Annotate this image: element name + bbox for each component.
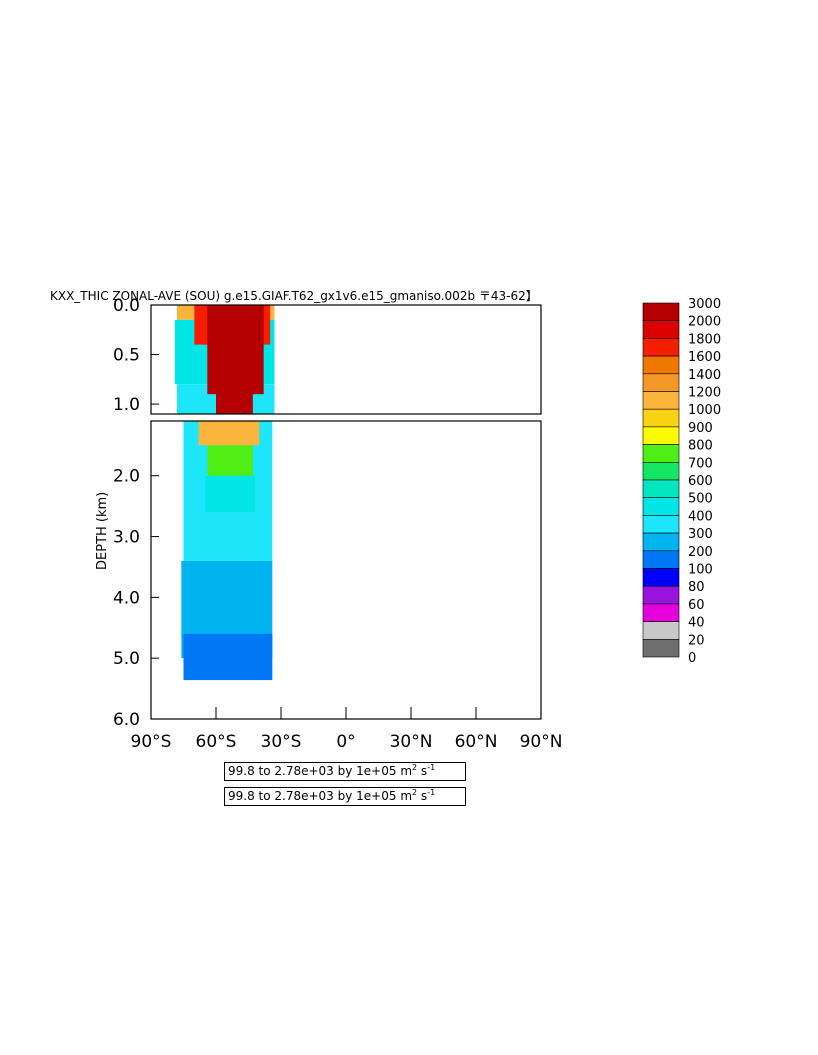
colorbar-swatch (642, 444, 680, 463)
x-tick-label: 60°S (196, 732, 237, 752)
colorbar-swatch (642, 585, 680, 605)
colorbar-label: 300 (688, 527, 713, 542)
colorbar-swatch (642, 515, 680, 534)
y-tick-label: 3.0 (113, 528, 140, 548)
field-region-10 (207, 445, 253, 476)
colorbar-label: 80 (688, 580, 705, 595)
colorbar-label: 2000 (688, 315, 721, 330)
colorbar-label: 3000 (688, 297, 721, 312)
upper-panel-frame (150, 304, 542, 415)
colorbar-label: 1800 (688, 332, 721, 347)
colorbar-swatch (642, 532, 680, 552)
colorbar-swatch (642, 479, 680, 499)
colorbar-label: 900 (688, 421, 713, 436)
colorbar-label: 400 (688, 509, 713, 524)
colorbar-swatch (642, 408, 680, 428)
colorbar-label: 600 (688, 474, 713, 489)
colorbar-label: 1600 (688, 350, 721, 365)
x-tick-label: 90°S (131, 732, 172, 752)
y-axis-label: DEPTH (km) (95, 492, 110, 570)
colorbar-label: 0 (688, 651, 696, 666)
colorbar-swatch (642, 320, 680, 339)
y-tick-label: 6.0 (113, 710, 140, 730)
chart-title: KXX_THIC ZONAL-AVE (SOU) g.e15.GIAF.T62_… (50, 289, 538, 303)
contour-range-label-2: 99.8 to 2.78e+03 by 1e+05 m2 s-1 (224, 787, 466, 806)
colorbar-swatch (642, 391, 680, 410)
colorbar-swatch (642, 302, 680, 322)
colorbar-label: 700 (688, 456, 713, 471)
y-tick-label: 0.5 (113, 346, 140, 366)
colorbar-swatch (642, 338, 680, 357)
contour-range-label-1: 99.8 to 2.78e+03 by 1e+05 m2 s-1 (224, 762, 466, 781)
field-lower-panel (181, 421, 273, 681)
field-region-8 (216, 354, 253, 414)
y-tick-label: 5.0 (113, 649, 140, 669)
colorbar-label: 40 (688, 616, 705, 631)
colorbar-label: 20 (688, 633, 705, 648)
x-tick-label: 30°N (390, 732, 433, 752)
colorbar-swatch (642, 621, 680, 640)
axis-ticks: 90°S 60°S 30°S 0° 30°N 60°N 90°N 0.0 0.5 1.0 2.0 3.… (113, 296, 562, 752)
colorbar-label: 1200 (688, 386, 721, 401)
colorbar-label: 1400 (688, 368, 721, 383)
y-tick-label: 0.0 (113, 296, 140, 316)
y-tick-label: 2.0 (113, 467, 140, 487)
colorbar-swatch (642, 373, 680, 392)
colorbar-label: 500 (688, 492, 713, 507)
colorbar-swatch (642, 638, 680, 658)
colorbar: 3000200018001600140012001000900800700600… (642, 297, 721, 666)
y-tick-label: 1.0 (113, 395, 140, 415)
colorbar-label: 200 (688, 545, 713, 560)
colorbar-swatch (642, 603, 680, 622)
x-tick-label: 90°N (520, 732, 563, 752)
y-tick-label: 4.0 (113, 588, 140, 608)
field-region-9 (198, 421, 260, 446)
colorbar-label: 100 (688, 563, 713, 578)
colorbar-label: 800 (688, 439, 713, 454)
field-upper-panel (174, 305, 275, 414)
x-tick-label: 0° (336, 732, 355, 752)
colorbar-label: 1000 (688, 403, 721, 418)
x-tick-label: 60°N (455, 732, 498, 752)
field-region-11 (205, 475, 255, 513)
colorbar-swatch (642, 461, 680, 481)
colorbar-swatch (642, 426, 680, 445)
x-tick-label: 30°S (261, 732, 302, 752)
colorbar-swatch (642, 497, 680, 516)
colorbar-swatch (642, 568, 680, 587)
field-region-5 (183, 633, 273, 681)
colorbar-swatch (642, 550, 680, 569)
colorbar-swatch (642, 355, 680, 375)
colorbar-label: 60 (688, 598, 705, 613)
